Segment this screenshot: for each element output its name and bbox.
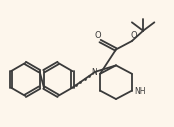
Text: NH: NH [134,87,146,96]
Text: N: N [91,68,97,77]
Text: O: O [94,31,101,40]
Text: O: O [131,31,137,40]
